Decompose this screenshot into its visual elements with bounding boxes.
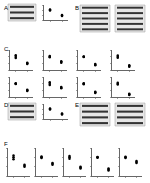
svg-text:C: C xyxy=(4,46,9,52)
svg-text:D: D xyxy=(4,102,9,108)
svg-text:E: E xyxy=(75,102,79,108)
svg-text:B: B xyxy=(75,5,79,11)
svg-text:A: A xyxy=(4,5,8,11)
svg-text:F: F xyxy=(4,141,8,147)
